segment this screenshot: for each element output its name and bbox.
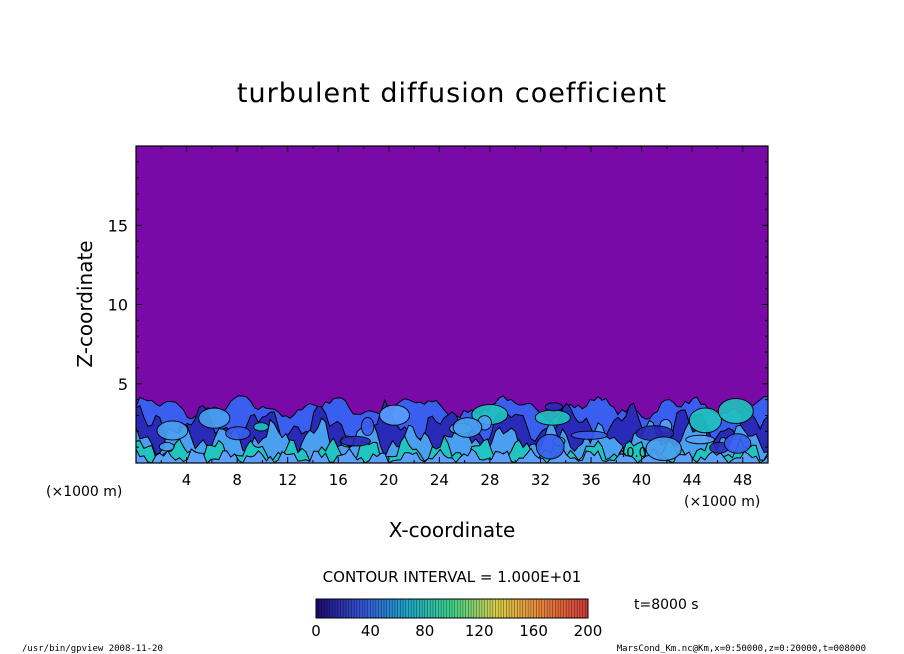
x-tick-label: 32 — [531, 471, 550, 489]
x-ticks: 4 8 12 16 20 24 28 32 36 40 44 48 — [160, 146, 752, 489]
y-ticks: 5 10 15 — [108, 161, 768, 448]
chart-title: turbulent diffusion coefficient — [237, 78, 667, 109]
colorbar-frame — [315, 598, 589, 619]
y-tick-label: 5 — [118, 375, 128, 394]
colorbar-ticks: 0 40 80 120 160 200 — [311, 622, 602, 640]
x-tick-label: 36 — [581, 471, 600, 489]
x-tick-label: 24 — [430, 471, 449, 489]
y-axis-label: Z-coordinate — [73, 240, 97, 367]
colorbar-stripes — [318, 599, 586, 618]
x-unit-left: (×1000 m) — [46, 484, 122, 500]
colorbar: 0 40 80 120 160 200 — [311, 598, 602, 640]
colorbar-tick-label: 120 — [465, 622, 494, 640]
eddy — [360, 417, 375, 436]
eddy — [452, 417, 483, 438]
eddy — [253, 422, 270, 432]
eddy — [379, 404, 410, 426]
footer-right: MarsCond_Km.nc@Km,x=0:50000,z=0:20000,t=… — [617, 644, 866, 654]
x-tick-label: 16 — [329, 471, 348, 489]
turbulent-layer — [135, 395, 769, 464]
eddy — [685, 434, 715, 445]
eddy — [570, 430, 608, 440]
x-tick-label: 12 — [278, 471, 297, 489]
eddy — [225, 426, 251, 441]
x-tick-label: 20 — [379, 471, 398, 489]
eddy — [688, 407, 723, 434]
eddy — [535, 433, 565, 460]
x-tick-label: 8 — [232, 471, 242, 489]
eddy — [544, 402, 564, 412]
footer-left: /usr/bin/gpview 2008-11-20 — [22, 644, 163, 654]
eddy — [534, 409, 571, 426]
x-axis-label: X-coordinate — [389, 518, 516, 542]
y-tick-label: 15 — [108, 216, 128, 235]
x-tick-label: 44 — [683, 471, 702, 489]
x-tick-label: 40 — [632, 471, 651, 489]
colorbar-tick-label: 40 — [361, 622, 380, 640]
x-tick-label: 28 — [480, 471, 499, 489]
eddy — [645, 436, 682, 462]
eddy — [717, 398, 754, 424]
time-label: t=8000 s — [634, 597, 699, 613]
x-tick-label: 4 — [182, 471, 192, 489]
eddy — [156, 420, 189, 441]
eddy — [340, 435, 371, 447]
eddy — [723, 433, 752, 454]
eddy — [158, 441, 175, 452]
contour-label: 40.0 — [618, 446, 647, 461]
contour-interval: CONTOUR INTERVAL = 1.000E+01 — [323, 568, 582, 586]
eddy — [198, 407, 231, 429]
colorbar-tick-label: 0 — [311, 622, 321, 640]
colorbar-tick-label: 160 — [519, 622, 548, 640]
y-tick-label: 10 — [108, 296, 128, 315]
layer-contour — [135, 447, 769, 464]
x-unit-right: (×1000 m) — [684, 494, 760, 510]
colorbar-tick-label: 80 — [415, 622, 434, 640]
x-tick-label: 48 — [733, 471, 752, 489]
colorbar-tick-label: 200 — [574, 622, 603, 640]
